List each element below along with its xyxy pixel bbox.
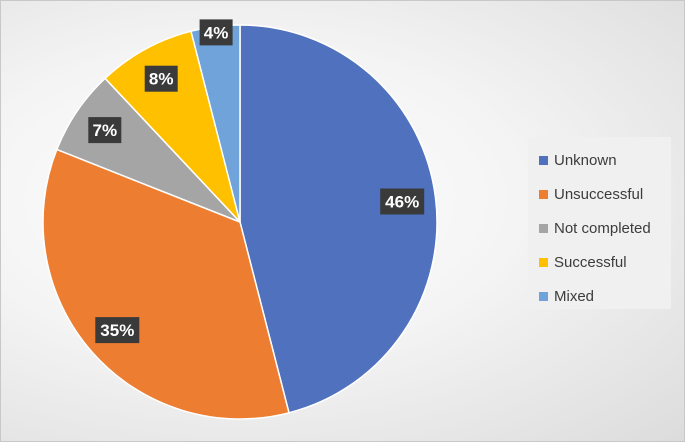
legend-item-unknown: Unknown [539,143,671,177]
data-label-text: 8% [149,70,174,89]
data-label-box [380,188,425,215]
data-label-text: 7% [93,121,118,140]
legend-item-not-completed: Not completed [539,211,671,245]
data-label-not-completed: 7% [88,117,122,144]
legend: Unknown Unsuccessful Not completed Succe… [528,137,671,309]
pie-slice-unknown [239,24,438,414]
legend-swatch-successful [539,257,548,267]
data-label-successful: 8% [144,65,178,92]
legend-item-mixed: Mixed [539,279,671,313]
pie-slices [42,24,438,420]
data-label-box [95,317,140,344]
legend-item-successful: Successful [539,245,671,279]
legend-item-unsuccessful: Unsuccessful [539,177,671,211]
legend-label-mixed: Mixed [554,287,595,305]
legend-label-successful: Successful [554,253,627,271]
legend-label-unknown: Unknown [554,151,617,169]
data-label-box [88,117,122,144]
pie-slice-unsuccessful [42,148,290,420]
data-label-unsuccessful: 35% [95,317,140,344]
legend-swatch-unsuccessful [539,189,548,199]
data-label-text: 35% [100,321,134,340]
legend-label-not-completed: Not completed [554,219,651,237]
legend-swatch-mixed [539,291,548,301]
data-label-text: 4% [204,23,229,42]
data-label-box [199,19,233,46]
data-label-box [144,65,178,92]
legend-swatch-unknown [539,155,548,165]
pie-slice-successful [104,30,241,223]
pie-data-labels: 46% 35% 7% 8% 4% [88,19,425,344]
data-label-mixed: 4% [199,19,233,46]
legend-label-unsuccessful: Unsuccessful [554,185,644,203]
data-label-text: 46% [385,193,419,212]
data-label-unknown: 46% [380,188,425,215]
legend-swatch-not-completed [539,223,548,233]
